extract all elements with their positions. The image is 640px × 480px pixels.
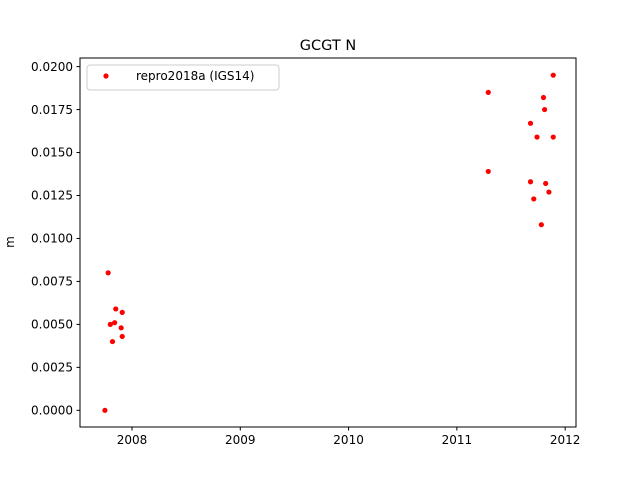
data-point bbox=[119, 309, 125, 315]
data-point bbox=[540, 94, 547, 101]
data-point bbox=[550, 134, 556, 140]
y-tick-label: 0.0125 bbox=[31, 189, 73, 203]
data-point bbox=[541, 106, 548, 113]
data-point bbox=[107, 321, 113, 327]
x-tick-label: 2011 bbox=[442, 433, 473, 447]
y-tick-label: 0.0150 bbox=[31, 146, 73, 160]
data-point bbox=[534, 134, 540, 140]
data-point bbox=[109, 338, 116, 345]
data-point bbox=[538, 222, 544, 228]
chart-title: GCGT N bbox=[300, 38, 356, 54]
legend-marker bbox=[103, 73, 109, 79]
x-tick-label: 2010 bbox=[333, 433, 364, 447]
data-point bbox=[550, 72, 556, 78]
data-point bbox=[543, 180, 549, 187]
x-tick-label: 2012 bbox=[550, 433, 581, 447]
y-axis: 0.0000 0.0025 0.0050 0.0075 0.0100 0.0125 0.01… bbox=[31, 60, 80, 418]
x-tick-label: 2009 bbox=[225, 433, 256, 447]
y-tick-label: 0.0100 bbox=[31, 232, 73, 246]
data-point bbox=[485, 168, 491, 175]
y-axis-label: m bbox=[3, 236, 17, 248]
x-axis: 2008 2009 2010 2011 2012 bbox=[117, 427, 581, 447]
y-tick-label: 0.0000 bbox=[31, 404, 73, 418]
data-point bbox=[527, 120, 534, 126]
data-point bbox=[119, 333, 125, 340]
data-series-points bbox=[102, 72, 556, 413]
y-tick-label: 0.0175 bbox=[31, 103, 73, 117]
data-point bbox=[105, 270, 111, 276]
data-point bbox=[113, 306, 119, 312]
data-point bbox=[527, 179, 534, 185]
data-point bbox=[112, 320, 118, 326]
data-point bbox=[485, 89, 491, 95]
data-point bbox=[546, 189, 552, 195]
legend-label: repro2018a (IGS14) bbox=[136, 69, 254, 83]
y-tick-label: 0.0200 bbox=[31, 60, 73, 74]
data-point bbox=[118, 325, 124, 331]
legend: repro2018a (IGS14) bbox=[86, 64, 280, 91]
y-tick-label: 0.0025 bbox=[31, 361, 73, 375]
data-point bbox=[102, 407, 108, 413]
data-point bbox=[531, 196, 537, 202]
y-tick-label: 0.0075 bbox=[31, 275, 73, 289]
plot-frame bbox=[79, 57, 577, 428]
legend-box bbox=[86, 64, 280, 91]
x-tick-label: 2008 bbox=[117, 433, 148, 447]
y-tick-label: 0.0050 bbox=[31, 318, 73, 332]
